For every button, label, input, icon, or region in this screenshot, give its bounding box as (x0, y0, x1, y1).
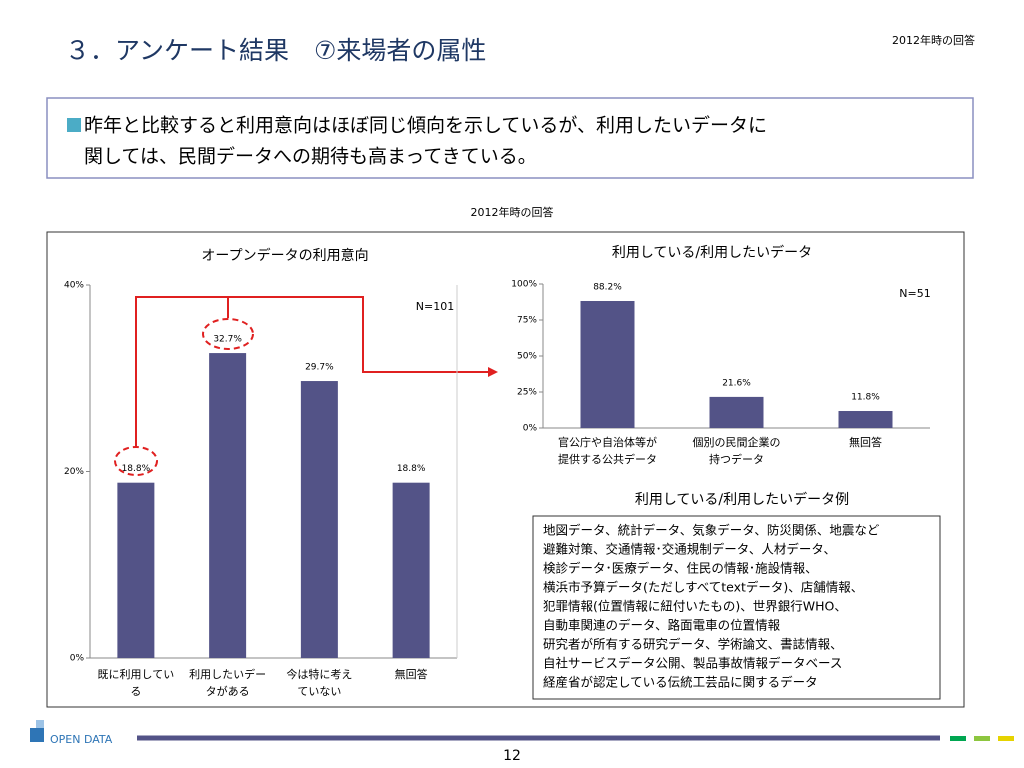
example-line: 自動車関連のデータ、路面電車の位置情報 (543, 618, 781, 633)
annotation: N=101 (416, 300, 454, 313)
bar (300, 381, 338, 658)
bar (580, 300, 635, 428)
summary-box (46, 97, 974, 179)
example-line: 自社サービスデータ公開、製品事故情報データベース (543, 656, 842, 671)
x-tick-label: 今は特に考えていない (286, 667, 352, 698)
footer-mark (998, 736, 1014, 741)
y-tick-label: 25% (517, 388, 537, 398)
value-label: 88.2% (593, 282, 622, 292)
footer-mark (950, 736, 966, 741)
bar (209, 353, 247, 658)
x-tick-label: 無回答 (395, 667, 428, 681)
footer-mark (974, 736, 990, 741)
y-tick-label: 100% (511, 280, 537, 290)
x-tick-label: 利用したいデータがある (189, 667, 266, 698)
y-tick-label: 40% (64, 281, 84, 291)
y-tick-label: 0% (70, 654, 85, 664)
y-tick-label: 20% (64, 467, 84, 477)
example-line: 地図データ、統計データ、気象データ、防災関係、地震など (543, 523, 880, 538)
bar (117, 482, 155, 658)
bar (709, 396, 764, 428)
x-tick-label: 無回答 (849, 435, 882, 449)
example-line: 検診データ･医療データ、住民の情報･施設情報、 (543, 561, 818, 576)
bar (392, 482, 430, 658)
value-label: 32.7% (213, 335, 242, 345)
bullet (67, 118, 81, 132)
logo: OPEN DATA (30, 720, 113, 746)
value-label: 11.8% (851, 393, 880, 403)
examples-box (532, 515, 941, 700)
x-tick-label: 既に利用している (98, 668, 175, 698)
example-line: 避難対策、交通情報･交通規制データ、人材データ、 (543, 542, 836, 557)
y-tick-label: 0% (523, 424, 538, 434)
x-tick-label: 個別の民間企業の持つデータ (693, 435, 781, 466)
y-tick-label: 50% (517, 352, 537, 362)
y-tick-label: 75% (517, 316, 537, 326)
example-line: 経産省が認定している伝統工芸品に関するデータ (543, 675, 818, 690)
callout (114, 296, 498, 476)
value-label: 29.7% (305, 363, 334, 373)
chart-title: 利用している/利用したいデータ (612, 244, 812, 261)
logo-icon (30, 728, 44, 742)
value-label: 18.8% (397, 464, 426, 474)
arrow-line (135, 296, 490, 448)
x-tick-label: 官公庁や自治体等が提供する公共データ (558, 435, 657, 466)
page-number: 12 (503, 748, 521, 764)
chart-title: オープンデータの利用意向 (201, 247, 368, 264)
annotation: N=51 (899, 287, 930, 300)
example-line: 横浜市予算データ(ただしすべてtextデータ)、店舗情報、 (543, 580, 863, 595)
value-label: 21.6% (722, 378, 751, 388)
slide-title: ３．アンケート結果 ⑦来場者の属性 (65, 36, 486, 65)
logo-icon (36, 720, 44, 728)
summary-line: 昨年と比較すると利用意向はほぼ同じ傾向を示しているが、利用したいデータに (84, 115, 767, 137)
value-label: 18.8% (122, 464, 151, 474)
example-line: 犯罪情報(位置情報に紐付いたもの)、世界銀行WHO、 (543, 599, 847, 614)
highlight (202, 318, 254, 350)
summary-line: 関しては、民間データへの期待も高まってきている。 (84, 146, 537, 168)
caption: 2012年時の回答 (471, 205, 554, 219)
bar (838, 411, 893, 428)
highlight (114, 446, 158, 476)
examples-title: 利用している/利用したいデータ例 (635, 491, 849, 508)
example-line: 研究者が所有する研究データ、学術論文、書誌情報、 (543, 637, 843, 652)
date-note: 2012年時の回答 (892, 33, 975, 47)
logo-text: OPEN DATA (50, 733, 113, 746)
arrow-head (488, 367, 498, 377)
